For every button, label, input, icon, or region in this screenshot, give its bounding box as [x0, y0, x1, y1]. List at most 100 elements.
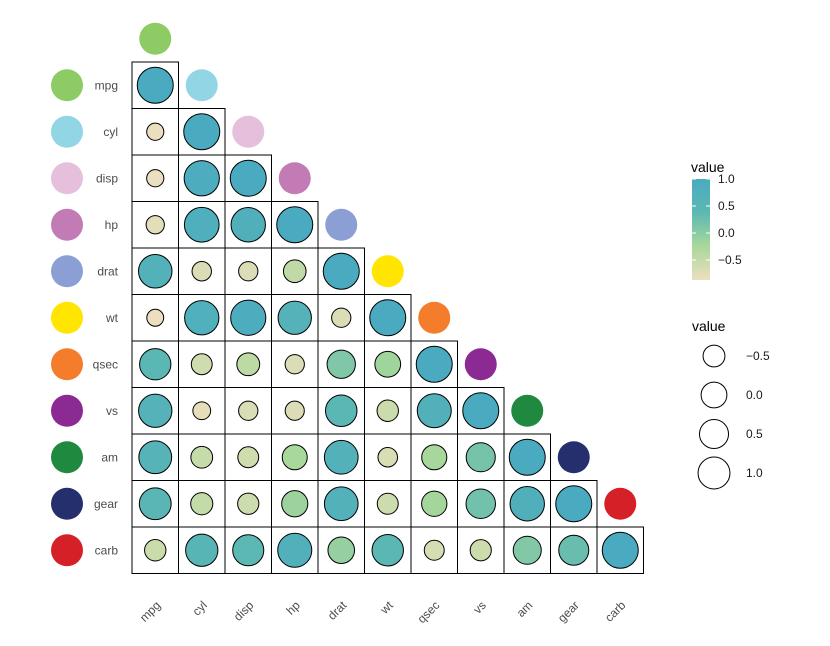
row-dot-hp	[51, 208, 83, 241]
circle-vs-mpg	[138, 393, 173, 428]
column-label-disp: disp	[231, 598, 257, 624]
circle-vs-disp	[238, 400, 259, 421]
circle-gear-disp	[237, 492, 260, 515]
circle-drat-mpg	[137, 253, 173, 289]
circle-gear-qsec	[421, 490, 448, 517]
circle-am-am	[508, 438, 546, 476]
circle-am-disp	[237, 446, 260, 469]
color-legend: value 1.0 0.5 0.0 −0.5	[691, 159, 742, 280]
circle-vs-drat	[324, 394, 358, 428]
diagonal-dot-hp	[278, 162, 311, 195]
diagonal-dot-am	[511, 394, 544, 427]
column-label-hp: hp	[284, 598, 304, 618]
row-dot-carb	[51, 534, 83, 567]
size-legend-circle	[698, 418, 730, 450]
diagonal-dot-carb	[604, 487, 637, 520]
circle-wt-wt	[369, 299, 407, 337]
column-label-gear: gear	[555, 598, 582, 625]
row-label-drat: drat	[97, 264, 118, 278]
size-legend-title: value	[692, 318, 726, 334]
circle-vs-vs	[462, 392, 500, 430]
size-legend-circle	[702, 344, 726, 368]
circle-qsec-mpg	[139, 348, 172, 381]
color-legend-tick-label: 0.0	[718, 226, 735, 240]
diagonal-dot-vs	[464, 348, 497, 381]
circle-carb-am	[512, 535, 542, 565]
row-label-mpg: mpg	[95, 78, 118, 92]
column-label-qsec: qsec	[415, 598, 443, 626]
circle-gear-hp	[281, 490, 309, 518]
circle-disp-mpg	[146, 169, 165, 188]
row-dot-cyl	[51, 115, 83, 148]
circle-carb-drat	[327, 536, 356, 565]
circle-carb-vs	[469, 539, 492, 562]
circle-am-qsec	[421, 444, 448, 471]
circle-qsec-wt	[374, 350, 402, 378]
circle-carb-mpg	[144, 539, 167, 562]
circle-carb-disp	[232, 534, 265, 567]
diagonal-markers	[139, 22, 637, 520]
circle-hp-hp	[276, 206, 314, 244]
circle-carb-hp	[277, 532, 313, 568]
circle-drat-hp	[282, 259, 307, 284]
circle-cyl-mpg	[146, 122, 165, 141]
row-dot-wt	[51, 301, 83, 334]
circle-qsec-qsec	[415, 345, 453, 383]
diagonal-dot-cyl	[185, 69, 218, 102]
diagonal-dot-mpg	[139, 22, 172, 55]
column-label-am: am	[514, 598, 536, 620]
column-labels: mpg cyl disp hp drat wt qsec vs am gear carb	[137, 598, 629, 626]
column-label-carb: carb	[602, 598, 629, 625]
color-legend-title: value	[691, 159, 725, 175]
size-legend-tick-label: 0.0	[746, 388, 763, 402]
circle-drat-drat	[322, 252, 360, 290]
column-label-vs: vs	[470, 598, 488, 616]
size-legend-circle	[700, 381, 728, 409]
row-dot-mpg	[51, 69, 83, 102]
diagonal-dot-wt	[371, 255, 404, 288]
circle-disp-cyl	[183, 160, 220, 197]
cell-carb-carb	[596, 526, 644, 574]
circle-wt-disp	[230, 299, 267, 336]
color-legend-tick-label: 1.0	[718, 172, 735, 186]
color-legend-tick-label: −0.5	[718, 253, 742, 267]
circle-mpg-mpg	[136, 66, 174, 104]
circle-am-wt	[377, 446, 399, 468]
circle-carb-cyl	[185, 533, 219, 567]
row-label-hp: hp	[105, 218, 119, 232]
row-label-disp: disp	[96, 171, 118, 185]
circle-am-cyl	[190, 445, 214, 469]
row-dot-am	[51, 441, 83, 474]
circle-carb-carb	[601, 531, 639, 569]
circle-qsec-cyl	[190, 353, 213, 376]
circle-qsec-drat	[326, 349, 356, 379]
column-label-cyl: cyl	[190, 598, 210, 618]
diagonal-dot-qsec	[418, 301, 451, 334]
circle-wt-drat	[331, 307, 352, 328]
circle-qsec-hp	[284, 354, 305, 375]
row-dot-drat	[51, 255, 83, 288]
color-legend-tick-label: 0.5	[718, 199, 735, 213]
color-legend-bar	[692, 179, 710, 280]
column-label-wt: wt	[377, 598, 397, 618]
circle-disp-disp	[229, 159, 267, 197]
circle-am-hp	[281, 444, 308, 471]
circle-gear-gear	[555, 485, 593, 523]
column-label-drat: drat	[325, 598, 350, 623]
circle-cyl-cyl	[183, 113, 221, 151]
circle-gear-wt	[376, 492, 399, 515]
circle-carb-wt	[371, 534, 404, 567]
row-label-wt: wt	[105, 311, 119, 325]
correlation-grid	[131, 61, 644, 574]
row-labels: mpg cyl disp hp drat wt qsec vs am gear carb	[51, 69, 119, 567]
circle-hp-cyl	[183, 206, 220, 243]
circle-gear-drat	[323, 486, 359, 522]
circle-drat-disp	[238, 261, 259, 282]
circle-am-drat	[323, 439, 359, 475]
row-label-am: am	[101, 450, 118, 464]
circle-am-vs	[465, 442, 496, 473]
row-label-vs: vs	[106, 404, 118, 418]
circle-qsec-disp	[236, 352, 261, 377]
size-legend-tick-label: −0.5	[746, 349, 770, 363]
row-dot-disp	[51, 162, 83, 195]
